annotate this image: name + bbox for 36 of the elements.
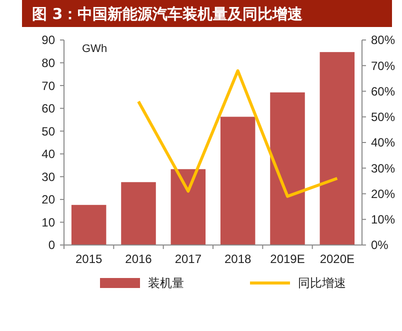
y2-tick-label: 70% xyxy=(371,58,396,73)
y-tick-label: 60 xyxy=(42,102,56,116)
bar xyxy=(71,204,106,245)
chart-title: 图 3：中国新能源汽车装机量及同比增速 xyxy=(32,5,304,23)
y-axis-title: GWh xyxy=(82,43,108,55)
legend-label: 同比增速 xyxy=(298,276,346,290)
x-tick-label: 2015 xyxy=(75,252,103,266)
legend-label: 装机量 xyxy=(148,276,184,290)
y2-tick-label: 60% xyxy=(371,84,396,98)
y-tick-label: 90 xyxy=(42,33,56,48)
y2-tick-label: 20% xyxy=(371,186,396,201)
x-tick-label: 2016 xyxy=(125,252,152,266)
y2-tick-label: 30% xyxy=(371,161,396,176)
y-tick-label: 20 xyxy=(42,192,56,207)
y2-tick-label: 10% xyxy=(371,212,396,227)
y-tick-label: 30 xyxy=(42,170,56,184)
y-tick-label: 50 xyxy=(42,124,56,138)
y2-tick-label: 50% xyxy=(371,110,396,124)
x-tick-label: 2017 xyxy=(174,252,202,266)
bar xyxy=(121,182,156,245)
x-tick-label: 2020E xyxy=(320,252,355,266)
bar xyxy=(270,92,305,245)
y-tick-label: 80 xyxy=(42,56,56,70)
x-tick-label: 2019E xyxy=(270,252,305,266)
bar xyxy=(320,52,355,245)
x-tick-label: 2018 xyxy=(224,252,252,266)
y-tick-label: 10 xyxy=(42,215,56,230)
y-tick-label: 70 xyxy=(42,78,56,93)
y2-tick-label: 40% xyxy=(371,136,396,150)
y-tick-label: 40 xyxy=(42,147,56,162)
bar xyxy=(220,116,256,245)
y-tick-label: 0 xyxy=(48,238,56,252)
line-series xyxy=(137,69,339,198)
y2-tick-label: 0% xyxy=(371,238,389,252)
y2-tick-label: 80% xyxy=(371,33,396,48)
bar xyxy=(170,169,206,245)
